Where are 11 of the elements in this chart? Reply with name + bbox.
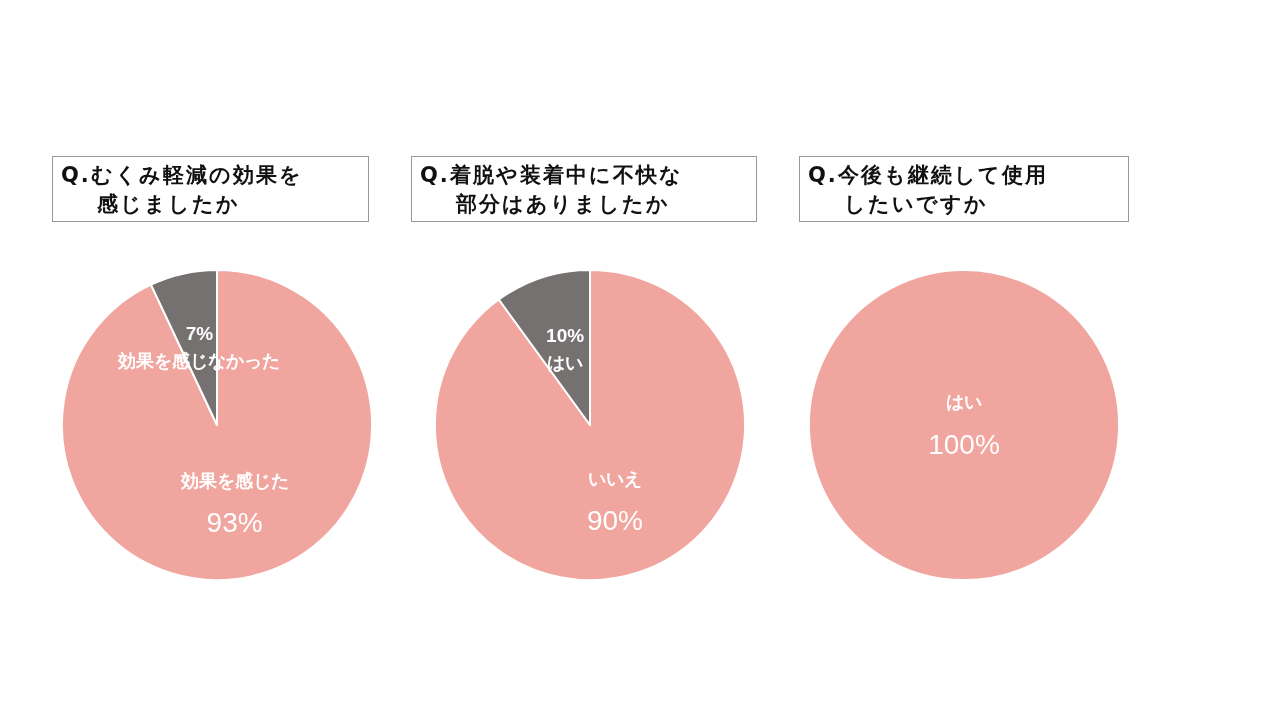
slice-label: はい xyxy=(946,392,982,412)
data-label: 90% xyxy=(586,505,643,537)
data-label: 7% xyxy=(185,322,214,344)
slice-label: 効果を感じた xyxy=(179,470,289,491)
data-label: 93% xyxy=(206,507,263,539)
chart-title: Q.むくみ軽減の効果を感じましたか xyxy=(61,162,304,218)
slice-label: いいえ xyxy=(587,468,642,489)
chart-title: Q.今後も継続して使用したいですか xyxy=(808,162,1049,218)
chart-title: Q.着脱や装着中に不快な部分はありましたか xyxy=(420,162,684,218)
data-label: 100% xyxy=(928,428,1000,460)
data-label: 10% xyxy=(546,324,585,346)
